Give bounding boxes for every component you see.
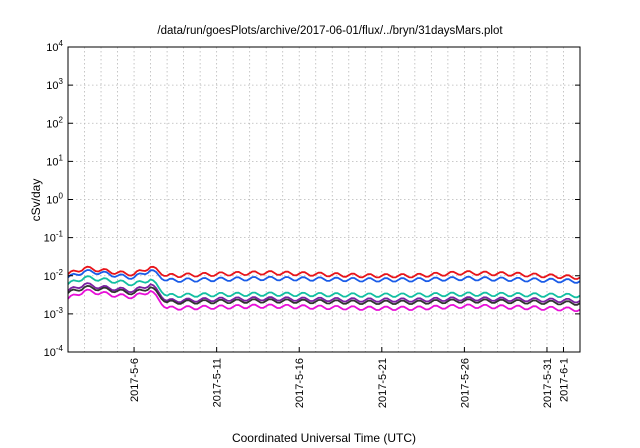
y-tick-label: 100	[46, 192, 63, 207]
plot-frame	[67, 46, 581, 353]
y-tick-label: 10-2	[44, 268, 64, 283]
x-axis-label: Coordinated Universal Time (UTC)	[232, 431, 416, 445]
y-tick-label: 104	[46, 39, 63, 54]
series-layer	[67, 265, 581, 312]
y-axis-label: cSv/day	[29, 179, 43, 222]
x-tick-label: 2017-5-31	[542, 358, 554, 408]
x-tick-label: 2017-5-6	[129, 358, 141, 402]
y-tick-label: 10-1	[44, 230, 64, 245]
y-tick-label: 103	[46, 77, 63, 92]
series-line-5	[67, 285, 581, 306]
axes: 10-4 10-3 10-2 10-1 100 101 102 103 104 2017-5-6 2…	[44, 39, 581, 408]
chart-title: /data/run/goesPlots/archive/2017-06-01/f…	[157, 25, 503, 37]
y-tick-label: 10-3	[44, 306, 64, 321]
x-tick-label: 2017-5-21	[377, 358, 389, 408]
y-tick-label: 10-4	[44, 344, 64, 359]
x-tick-label: 2017-5-26	[459, 358, 471, 408]
x-tick-label: 2017-5-16	[294, 358, 306, 408]
series-line-2	[67, 269, 581, 284]
y-tick-label: 101	[46, 153, 63, 168]
series-line-1	[67, 265, 581, 280]
y-tick-label: 102	[46, 115, 63, 130]
x-tick-label: 2017-6-1	[558, 358, 570, 402]
series-line-6	[67, 288, 581, 312]
x-tick-label: 2017-5-11	[212, 358, 224, 407]
series-line-4	[67, 282, 581, 304]
series-line-3	[67, 275, 581, 299]
